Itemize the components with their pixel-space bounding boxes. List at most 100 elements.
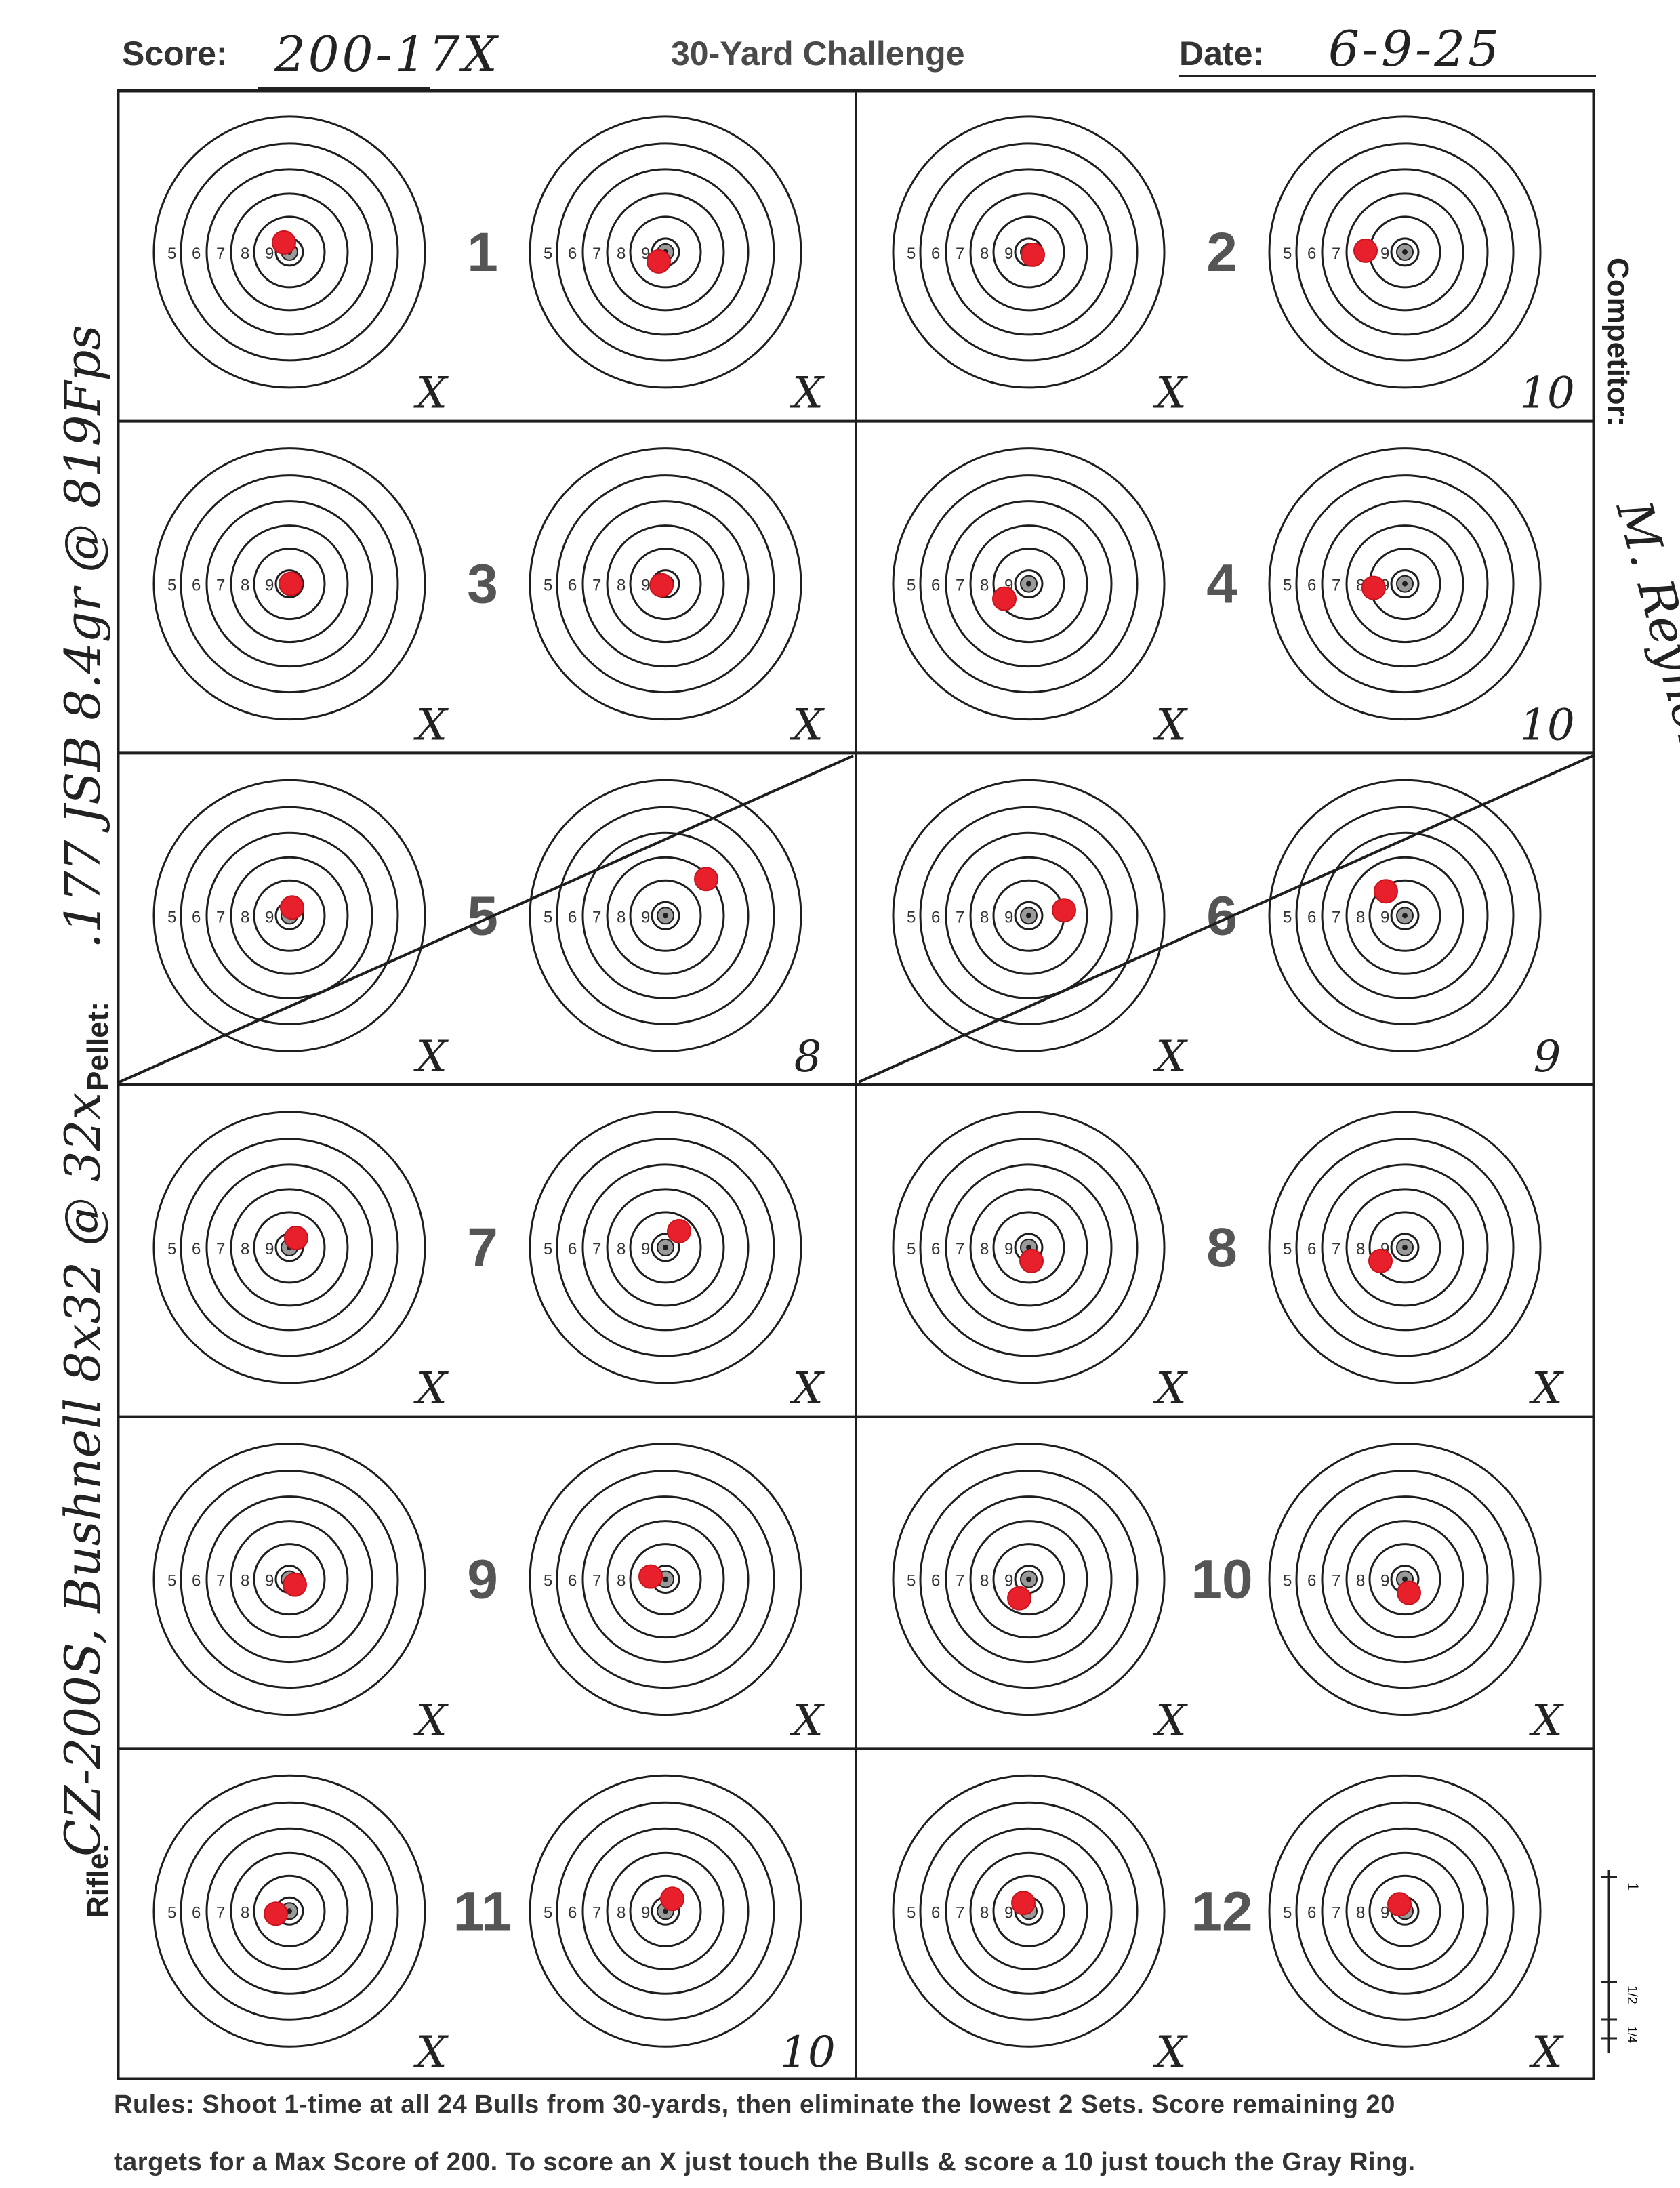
target-ring <box>180 806 399 1025</box>
ring-number: 7 <box>592 1903 601 1922</box>
pellet-hole <box>660 1886 684 1912</box>
ring-number: 5 <box>1283 577 1292 595</box>
target-ring <box>629 215 702 289</box>
ring-number: 6 <box>568 1903 577 1922</box>
set-number: 12 <box>1191 1880 1252 1942</box>
target-ring <box>556 806 775 1025</box>
target-ring <box>1321 1827 1489 1995</box>
target-ring <box>651 901 680 930</box>
target-ring <box>969 524 1088 644</box>
pellet-hole <box>1353 238 1378 263</box>
ring-number: 9 <box>641 1240 650 1258</box>
bullseye-dot <box>1026 1576 1031 1582</box>
target-ring <box>629 879 702 952</box>
rules-line-2: targets for a Max Score of 200. To score… <box>114 2148 1416 2176</box>
score-mark: X <box>789 369 825 419</box>
scale-mark-half: 1/2 <box>1624 1985 1639 2004</box>
ring-number: 7 <box>1332 908 1340 926</box>
bullseye-dot <box>663 1576 668 1582</box>
target-ring <box>529 115 802 389</box>
score-underline <box>258 87 430 89</box>
ring-number: 8 <box>241 1240 249 1258</box>
ring-number: 7 <box>1332 245 1340 263</box>
ring-number: 6 <box>568 577 577 595</box>
ring-number: 7 <box>956 1903 964 1922</box>
target-ring <box>152 779 426 1052</box>
target-ring <box>969 192 1088 312</box>
ring-number: 7 <box>216 245 225 263</box>
target-ring <box>629 1211 702 1284</box>
target-ring <box>180 1801 399 2021</box>
target-ring <box>152 447 426 721</box>
target-ring <box>969 856 1088 975</box>
target-ring <box>581 1827 750 1995</box>
bullseye-dot <box>1402 581 1408 587</box>
pellet-hole <box>1368 1248 1393 1273</box>
target-ring <box>919 806 1139 1025</box>
pellet-hole <box>279 571 303 596</box>
ring-number: 5 <box>544 245 552 263</box>
score-value: 200-17X <box>274 26 500 83</box>
set-number: 9 <box>467 1549 498 1611</box>
target-ring <box>1268 1443 1542 1716</box>
target-ring <box>253 215 326 289</box>
target-ring <box>1268 1111 1542 1384</box>
ring-number: 8 <box>241 245 249 263</box>
ring-number: 8 <box>617 1572 626 1590</box>
ring-number: 8 <box>980 1240 989 1258</box>
ring-number: 8 <box>980 245 989 263</box>
target-ring <box>919 1801 1139 2021</box>
ring-number: 5 <box>907 908 916 926</box>
ring-number: 6 <box>1307 577 1316 595</box>
target-ring <box>1390 569 1420 599</box>
target-ring <box>919 1138 1139 1357</box>
score-mark: X <box>413 2027 449 2078</box>
target-ring <box>1345 856 1464 975</box>
target-ring <box>205 831 373 999</box>
bullseye-dot <box>287 1908 292 1914</box>
target-ring <box>892 447 1166 721</box>
target-ring <box>1014 569 1044 599</box>
rifle-value: CZ-200S, Bushnell 8x32 @ 32x <box>54 1092 111 1857</box>
target-ring <box>992 215 1065 289</box>
target-ring <box>892 1774 1166 2048</box>
target-ring <box>581 1495 750 1664</box>
target-ring <box>892 115 1166 389</box>
ring-number: 6 <box>931 1240 940 1258</box>
target-ring <box>992 1211 1065 1284</box>
ring-number: 7 <box>956 908 964 926</box>
set-number: 11 <box>453 1880 512 1942</box>
target-ring <box>1368 879 1441 952</box>
ring-number: 6 <box>1307 1903 1316 1922</box>
score-mark: X <box>789 700 825 750</box>
pellet-hole <box>694 867 718 892</box>
ring-number: 5 <box>544 908 552 926</box>
target-ring <box>1321 1495 1489 1664</box>
target-ring <box>1390 901 1420 930</box>
bullseye-dot <box>1402 1244 1408 1250</box>
target-ring <box>606 1851 725 1970</box>
target-ring <box>629 1874 702 1947</box>
ring-number: 9 <box>265 908 274 926</box>
ring-number: 9 <box>1004 908 1013 926</box>
ring-number: 7 <box>216 908 225 926</box>
target-ring <box>1345 192 1464 312</box>
ring-number: 5 <box>167 1240 176 1258</box>
target-ring <box>529 1111 802 1384</box>
target-ring <box>1268 779 1542 1052</box>
score-mark: X <box>789 1364 825 1414</box>
ring-number: 7 <box>1332 1240 1340 1258</box>
score-mark: 9 <box>1534 1032 1561 1082</box>
target-ring <box>230 1520 349 1639</box>
target-ring <box>992 1874 1065 1947</box>
target-ring <box>629 548 702 621</box>
pellet-hole <box>264 1901 288 1926</box>
ring-number: 6 <box>192 577 201 595</box>
pellet-hole <box>1361 575 1386 600</box>
ring-number: 5 <box>907 1903 916 1922</box>
target-ring <box>180 142 399 362</box>
score-mark: 10 <box>780 2027 835 2078</box>
ring-number: 8 <box>980 908 989 926</box>
target-ring <box>253 548 326 621</box>
target-ring <box>945 168 1113 336</box>
